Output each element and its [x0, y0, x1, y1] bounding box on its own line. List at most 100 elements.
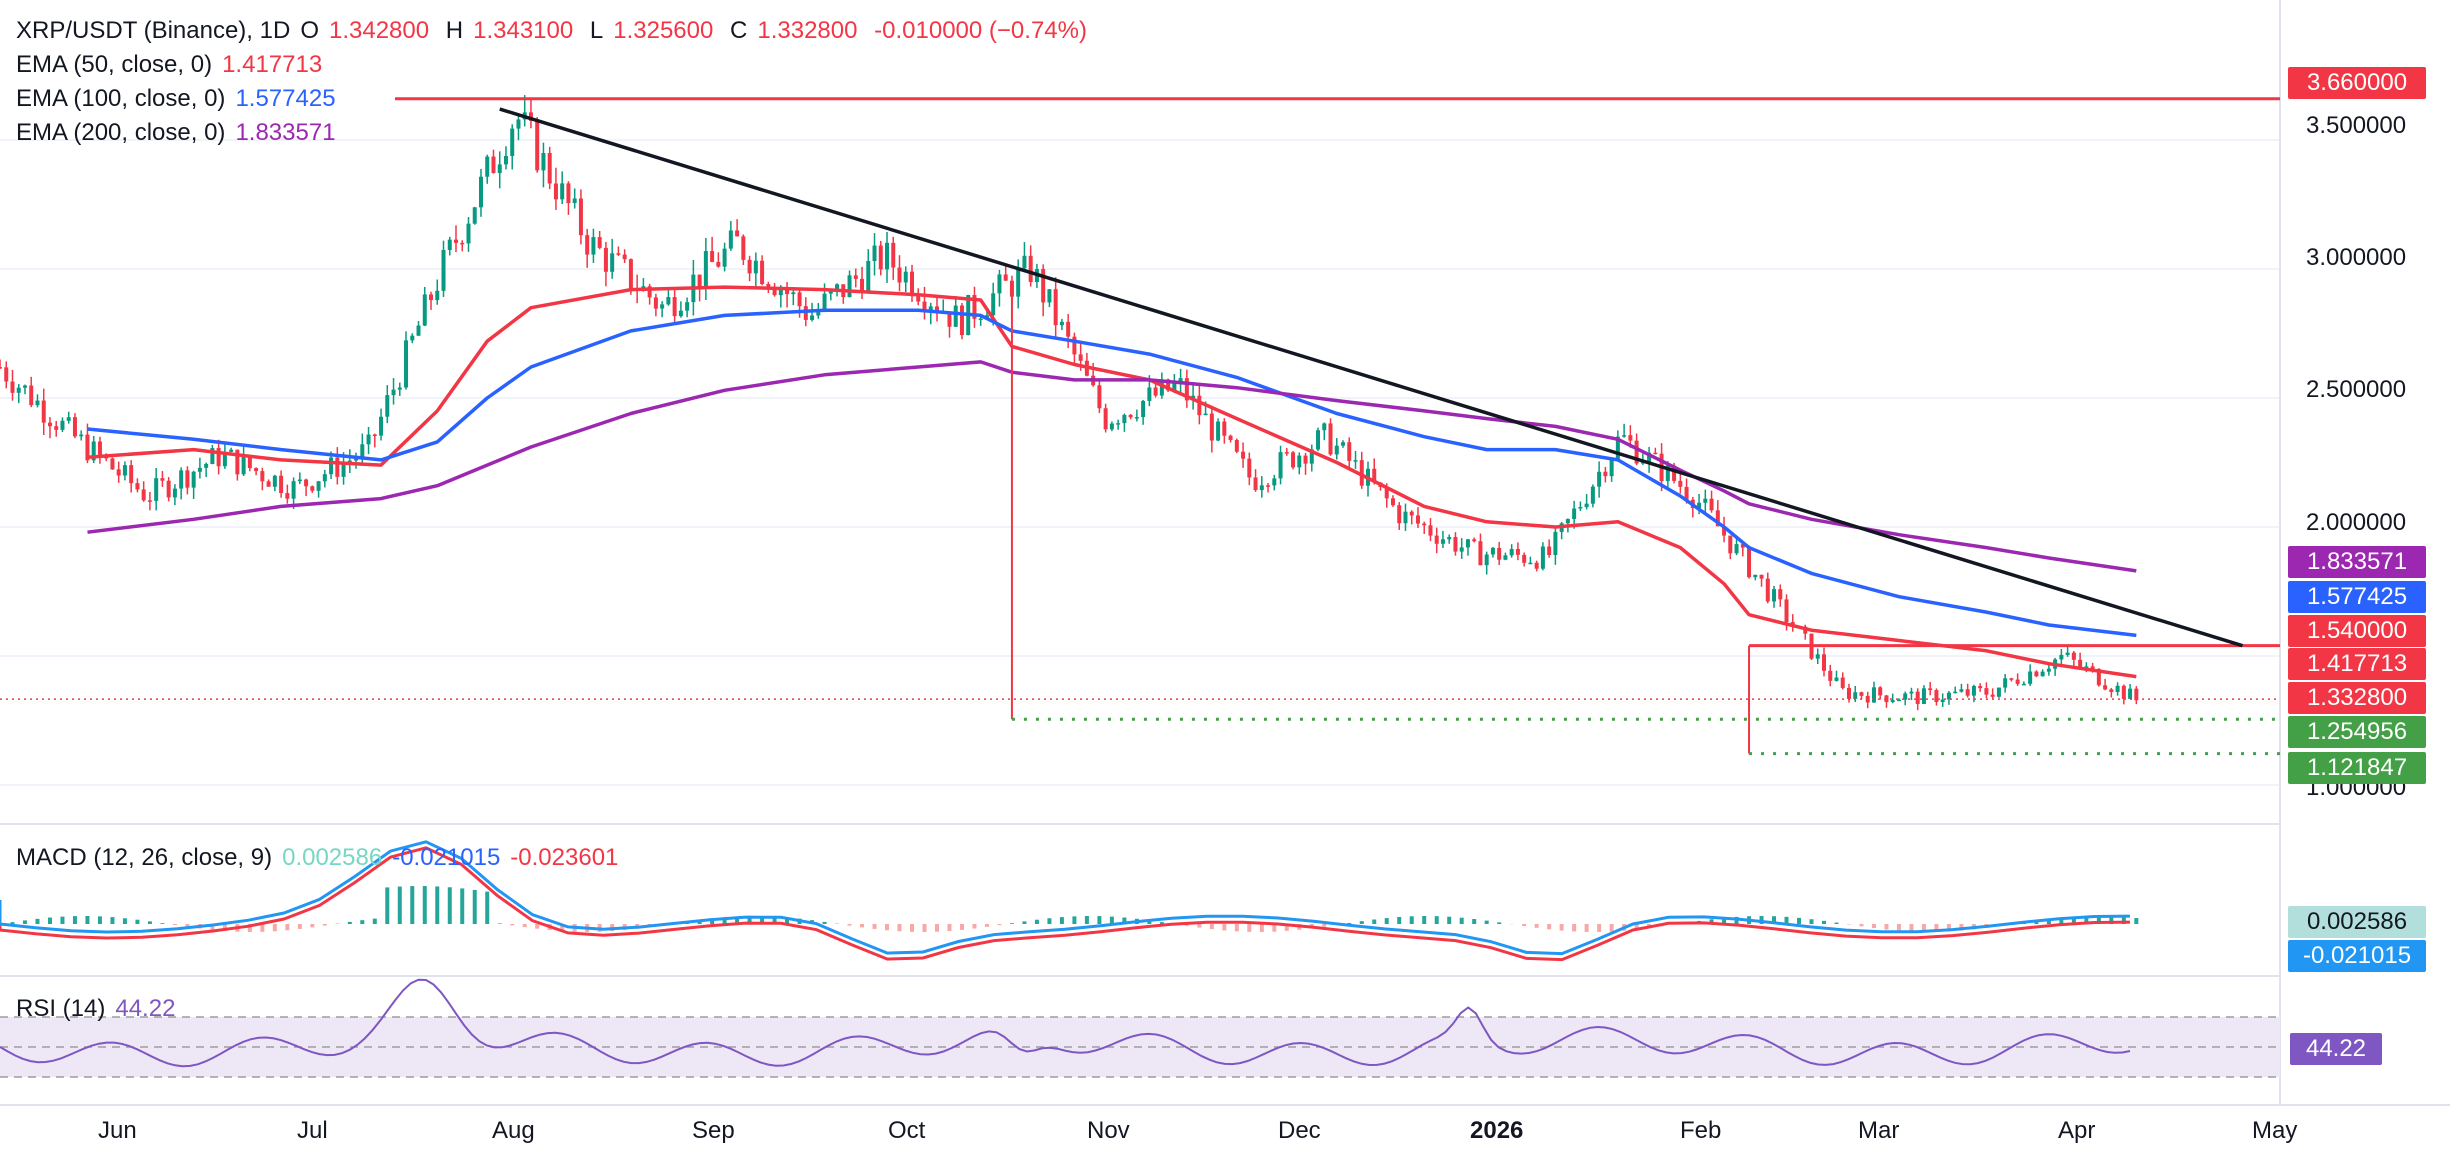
- ema200-legend[interactable]: EMA (200, close, 0)1.833571: [16, 118, 346, 148]
- candle-body: [110, 458, 114, 469]
- candle-body: [1247, 459, 1251, 478]
- candle-body: [748, 260, 752, 273]
- macd-histogram-bar: [1397, 917, 1401, 924]
- candle-body: [1816, 654, 1820, 658]
- candle-body: [1991, 695, 1995, 697]
- macd-histogram-bar: [2134, 918, 2138, 924]
- candle-body: [1859, 692, 1863, 696]
- macd-histogram-bar: [160, 923, 164, 924]
- candle-body: [454, 240, 458, 243]
- candle-body: [2109, 689, 2113, 692]
- symbol-title: XRP/USDT (Binance), 1D: [16, 17, 290, 44]
- candle-body: [1628, 435, 1632, 441]
- candle-body: [54, 426, 58, 430]
- change-value: -0.010000 (−0.74%): [874, 17, 1087, 44]
- candle-body: [591, 237, 595, 254]
- candle-body: [2009, 678, 2013, 680]
- candle-body: [304, 480, 308, 487]
- macd-legend[interactable]: MACD (12, 26, close, 9)0.002586-0.021015…: [16, 843, 628, 873]
- macd-histogram-bar: [860, 924, 864, 927]
- ema100-legend[interactable]: EMA (100, close, 0)1.577425: [16, 84, 346, 114]
- candle-body: [473, 207, 477, 223]
- macd-histogram-bar: [23, 920, 27, 924]
- open-value: 1.342800: [329, 17, 429, 44]
- time-tick: Jul: [297, 1116, 328, 1146]
- time-tick: Aug: [492, 1116, 535, 1146]
- candle-body: [1747, 548, 1751, 578]
- macd-histogram-bar: [1485, 921, 1489, 924]
- candle-body: [1547, 546, 1551, 555]
- pane-divider-rsi[interactable]: [0, 975, 2280, 977]
- macd-histogram-bar: [110, 917, 114, 924]
- candle-body: [4, 367, 8, 381]
- candle-body: [554, 184, 558, 200]
- macd-histogram-bar: [173, 924, 177, 925]
- candle-body: [1141, 401, 1145, 417]
- macd-histogram-bar: [1360, 921, 1364, 924]
- candle-body: [2003, 678, 2007, 687]
- candle-body: [1909, 692, 1913, 694]
- candle-body: [710, 251, 714, 262]
- candle-body: [410, 336, 414, 341]
- macd-histogram-bar: [1222, 924, 1226, 930]
- candle-body: [498, 164, 502, 173]
- candle-body: [735, 230, 739, 236]
- macd-histogram-bar: [460, 888, 464, 924]
- candle-body: [579, 198, 583, 235]
- candle-body: [660, 304, 664, 308]
- candle-body: [1603, 472, 1607, 476]
- candle-body: [516, 119, 520, 128]
- candle-body: [1397, 505, 1401, 523]
- candle-body: [1653, 453, 1657, 455]
- macd-signal-value: -0.023601: [510, 844, 618, 871]
- time-tick: Apr: [2058, 1116, 2095, 1146]
- macd-histogram-bar: [123, 918, 127, 924]
- candle-body: [916, 296, 920, 301]
- candle-body: [1197, 396, 1201, 415]
- candle-body: [1047, 289, 1051, 302]
- last-price-badge: 1.332800: [2288, 682, 2426, 714]
- candle-body: [854, 275, 858, 279]
- candle-body: [1272, 478, 1276, 485]
- candle-body: [2016, 680, 2020, 684]
- candle-body: [1441, 539, 1445, 543]
- candle-body: [398, 388, 402, 390]
- candle-body: [1522, 555, 1526, 563]
- time-tick: May: [2252, 1116, 2297, 1146]
- rsi-legend[interactable]: RSI (14)44.22: [16, 994, 185, 1024]
- candle-body: [873, 246, 877, 261]
- candle-body: [1466, 539, 1470, 547]
- candle-body: [885, 243, 889, 270]
- candle-body: [654, 297, 658, 308]
- candle-body: [510, 129, 514, 156]
- ema50-legend[interactable]: EMA (50, close, 0)1.417713: [16, 50, 332, 80]
- macd-histogram-bar: [1372, 919, 1376, 924]
- candle-body: [1260, 485, 1264, 490]
- candle-body: [1966, 689, 1970, 695]
- macd-histogram-bar: [972, 924, 976, 929]
- pane-divider-macd[interactable]: [0, 823, 2280, 825]
- candle-body: [1154, 387, 1158, 395]
- candle-body: [610, 253, 614, 272]
- candle-body: [604, 248, 608, 272]
- candle-body: [1322, 423, 1326, 430]
- candle-body: [1934, 690, 1938, 702]
- candle-body: [1104, 408, 1108, 429]
- candle-body: [1110, 424, 1114, 430]
- candle-body: [1828, 671, 1832, 681]
- candle-body: [791, 292, 795, 294]
- candle-body: [1897, 700, 1901, 702]
- candle-body: [1785, 599, 1789, 622]
- candle-body: [866, 261, 870, 292]
- candle-body: [260, 471, 264, 481]
- macd-histogram-bar: [1435, 916, 1439, 924]
- support1-badge: 1.254956: [2288, 716, 2426, 748]
- macd-histogram-bar: [423, 886, 427, 924]
- candle-body: [1878, 687, 1882, 695]
- macd-histogram-bar: [823, 922, 827, 924]
- candle-body: [48, 423, 52, 427]
- candle-body: [2041, 672, 2045, 677]
- candle-body: [1416, 515, 1420, 523]
- macd-histogram-bar: [1460, 918, 1464, 924]
